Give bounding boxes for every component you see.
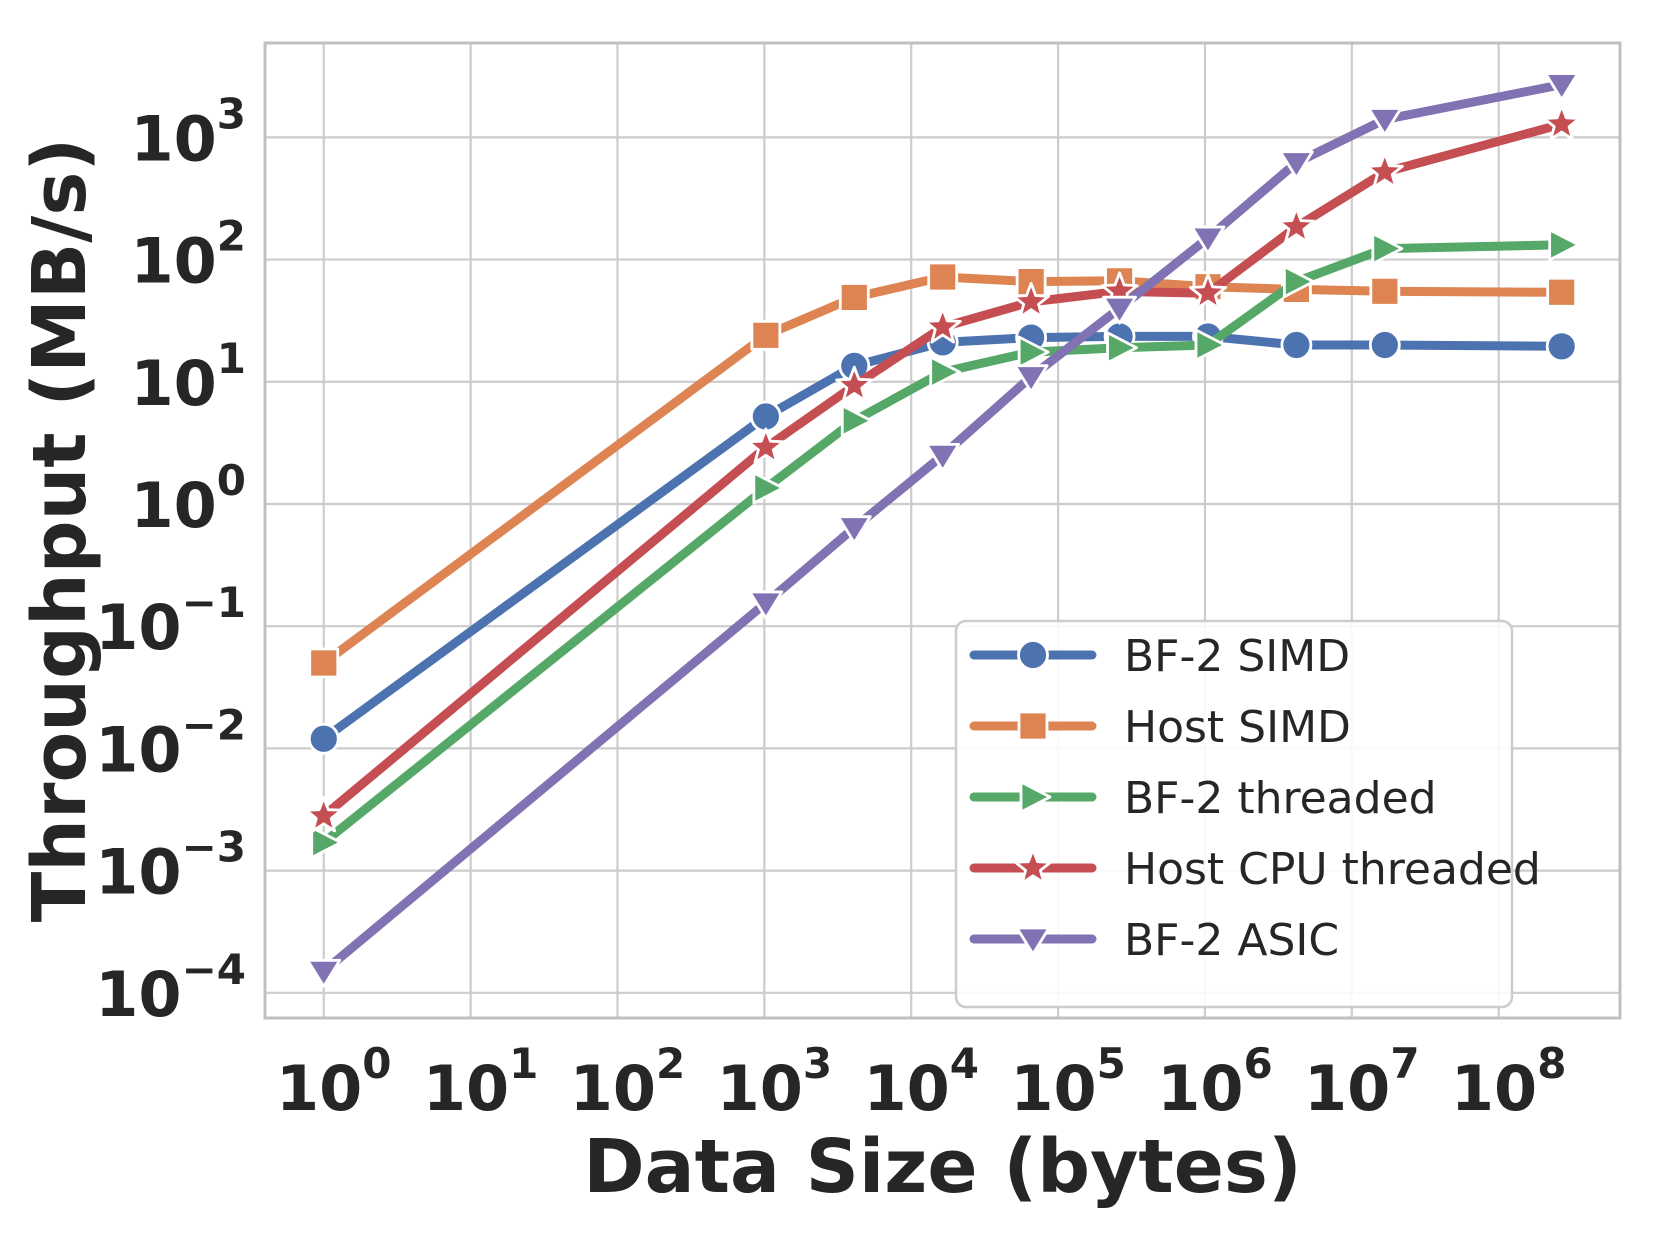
series-marker-bf-2-threaded [1283, 265, 1315, 299]
series-marker-bf-2-asic [1013, 364, 1049, 394]
series-marker-host-cpu-threaded [1542, 104, 1581, 141]
series-host-cpu-threaded [304, 104, 1581, 833]
x-tick-label: 101 [423, 1039, 539, 1125]
x-axis-tick-labels: 100 101 102 103 104 105 106 107 108 [276, 1039, 1566, 1125]
series-marker-bf-2-asic [1190, 225, 1226, 255]
series-marker-bf-2-threaded [752, 471, 785, 505]
x-tick-label: 106 [1157, 1039, 1273, 1125]
legend-item-host-simd: Host SIMD [969, 702, 1351, 753]
series-marker-bf-2-threaded [1371, 232, 1404, 265]
series-marker-bf-2-asic [836, 515, 872, 545]
series-marker-bf-2-simd [307, 722, 340, 755]
grid-lines [265, 43, 1620, 1018]
legend-item-bf-2-threaded: BF-2 threaded [969, 773, 1437, 824]
series-bf-2-threaded [310, 228, 1581, 859]
series-marker-bf-2-simd [1368, 329, 1401, 361]
x-axis-label: Data Size (bytes) [583, 1124, 1302, 1210]
series-marker-bf-2-threaded [1106, 331, 1138, 365]
legend-marker-triangle-right [1019, 780, 1052, 814]
series-marker-host-simd [927, 261, 959, 293]
legend-marker-star [1014, 848, 1052, 885]
series-marker-bf-2-threaded [310, 826, 343, 859]
series-marker-bf-2-threaded [1194, 328, 1227, 362]
series-marker-bf-2-threaded [1548, 228, 1581, 262]
y-tick-label: 10−2 [95, 700, 246, 786]
x-tick-label: 104 [863, 1039, 979, 1125]
series-line-bf-2-threaded [319, 240, 1567, 847]
series-marker-bf-2-asic [306, 958, 342, 988]
y-axis-tick-labels: 103 102 101 100 10−1 10−2 10−3 10−4 [95, 89, 246, 1030]
series-marker-bf-2-asic [1544, 72, 1580, 102]
series-line-host-cpu-threaded [319, 119, 1567, 821]
series-marker-host-cpu-threaded [746, 427, 785, 464]
x-tick-label: 108 [1451, 1039, 1567, 1125]
series-marker-host-cpu-threaded [835, 365, 874, 402]
series-marker-host-simd [308, 647, 340, 679]
series-marker-bf-2-simd [1280, 329, 1313, 361]
legend-label: BF-2 ASIC [1124, 915, 1339, 966]
legend-box [954, 619, 1514, 1009]
series-marker-bf-2-asic [1279, 150, 1314, 180]
legend-label: BF-2 SIMD [1124, 631, 1350, 682]
legend-item-bf-2-asic: BF-2 ASIC [969, 915, 1339, 966]
x-tick-label: 100 [276, 1039, 392, 1125]
series-marker-host-cpu-threaded [1277, 207, 1316, 244]
legend-marker-square [1017, 710, 1049, 742]
series-line-host-simd [319, 272, 1567, 668]
legend-label: Host SIMD [1124, 702, 1351, 753]
legend-label: BF-2 threaded [1124, 773, 1437, 824]
series-marker-bf-2-simd [1545, 330, 1578, 363]
legend-marker-circle [1017, 639, 1049, 671]
plot-border [263, 41, 1622, 1020]
legend-item-host-cpu-threaded: Host CPU threaded [969, 844, 1541, 895]
series-bf-2-asic [306, 72, 1580, 988]
series-marker-bf-2-threaded [840, 404, 873, 438]
series-marker-bf-2-asic [925, 442, 961, 472]
series-marker-host-simd [1546, 276, 1578, 308]
y-tick-label: 100 [130, 456, 246, 542]
x-tick-label: 102 [570, 1039, 686, 1125]
y-tick-label: 103 [130, 89, 246, 175]
y-tick-label: 10−3 [95, 823, 246, 909]
series-marker-bf-2-asic [748, 590, 784, 620]
series-marker-bf-2-threaded [1017, 335, 1050, 369]
y-tick-label: 101 [130, 334, 246, 420]
legend: BF-2 SIMD Host SIMD BF-2 threaded Host CPU … [954, 619, 1541, 1009]
series-marker-host-cpu-threaded [1189, 273, 1227, 310]
legend-item-bf-2-simd: BF-2 SIMD [969, 631, 1350, 682]
y-axis-label: Throughput (MB/s) [17, 138, 103, 922]
series-marker-bf-2-threaded [929, 355, 962, 389]
x-tick-label: 107 [1304, 1039, 1420, 1125]
x-tick-label: 103 [717, 1039, 833, 1125]
series-marker-bf-2-asic [1367, 107, 1403, 136]
series-marker-bf-2-asic [1102, 295, 1137, 325]
y-tick-label: 102 [130, 212, 246, 298]
series-marker-host-cpu-threaded [923, 307, 962, 344]
series-marker-host-cpu-threaded [1365, 152, 1404, 189]
series-marker-host-cpu-threaded [304, 796, 343, 833]
data-series [304, 72, 1581, 988]
y-tick-label: 10−1 [95, 578, 246, 664]
x-tick-label: 105 [1010, 1039, 1126, 1125]
y-tick-label: 10−4 [95, 945, 246, 1031]
legend-marker-triangle-down [1015, 926, 1051, 956]
series-marker-host-simd [1369, 275, 1401, 307]
series-marker-bf-2-simd [749, 400, 782, 433]
series-line-bf-2-asic [319, 80, 1567, 976]
series-marker-host-simd [750, 319, 782, 351]
series-marker-host-cpu-threaded [1012, 282, 1051, 319]
series-marker-host-simd [838, 282, 870, 313]
legend-label: Host CPU threaded [1124, 844, 1541, 895]
